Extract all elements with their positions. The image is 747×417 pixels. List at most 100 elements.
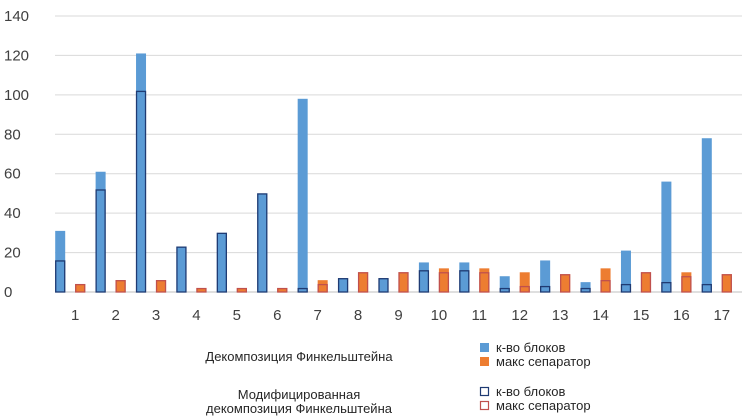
bar-separator-modified [196,287,207,293]
bar-separator-modified [438,272,450,293]
bar-separator-modified [357,272,369,293]
bar-blocks-finkelstein [338,278,349,292]
bar-separator-finkelstein [398,272,409,292]
bar-separator-modified [317,283,328,293]
x-tick-label: 11 [472,307,488,324]
legend-entry-label: к-во блоков [496,340,566,355]
bar-separator-finkelstein [156,280,167,292]
x-tick-label: 9 [394,307,402,324]
bars [55,53,732,293]
legend-entry-label: макс сепаратор [496,354,591,369]
bar-separator-finkelstein [438,268,449,292]
bar-separator-finkelstein [196,288,207,292]
x-tick-label: 2 [111,307,119,324]
x-tick-label: 17 [713,307,730,324]
bar-blocks-modified [661,281,672,293]
x-tick-label: 8 [354,307,362,324]
bar-blocks-finkelstein [701,138,712,292]
gridlines [55,15,742,293]
bar-blocks-finkelstein [136,53,147,293]
bar-blocks-finkelstein [661,181,672,292]
bar-blocks-finkelstein [459,262,470,292]
bar-blocks-modified [418,270,430,293]
bar-blocks-finkelstein [257,193,268,292]
y-axis-tick-labels: 0 20 40 60 80 100 120 140 [4,8,29,301]
y-tick-label: 80 [4,126,21,143]
bar-blocks-finkelstein [499,276,510,292]
bar-separator-finkelstein [479,268,490,292]
x-tick-label: 14 [592,307,609,324]
bar-blocks-finkelstein [580,282,591,292]
bar-blocks-finkelstein [216,232,227,292]
bar-blocks-modified [297,287,308,293]
legend-swatch-separator [480,357,489,366]
bar-blocks-finkelstein [378,278,389,292]
bar-separator-modified [681,276,692,293]
y-tick-label: 20 [4,245,21,262]
bar-separator-finkelstein [640,272,651,292]
x-axis-tick-labels: 1 2 3 4 5 6 7 8 9 10 11 12 13 14 15 16 17 [71,307,730,324]
bar-blocks-modified [95,189,106,293]
bar-separator-finkelstein [317,280,328,292]
bar-blocks-modified [580,287,591,293]
bar-separator-finkelstein [721,274,732,292]
x-tick-label: 13 [552,307,569,324]
bar-blocks-modified [499,287,510,293]
x-tick-label: 4 [192,307,200,324]
bar-blocks-finkelstein [620,250,631,292]
x-tick-label: 5 [233,307,241,324]
bar-separator-finkelstein [236,288,247,292]
bar-separator-finkelstein [681,272,692,292]
bar-separator-finkelstein [75,284,86,292]
bar-separator-modified [236,287,248,293]
y-tick-label: 120 [4,47,29,64]
bar-separator-finkelstein [560,274,571,292]
bar-blocks-modified [135,90,147,293]
bar-blocks-finkelstein [540,260,551,292]
x-tick-label: 1 [71,307,79,324]
y-tick-label: 60 [4,166,21,183]
bar-separator-modified [398,272,409,293]
x-tick-label: 15 [633,307,650,324]
bar-separator-finkelstein [277,288,288,292]
legend-swatch-blocks [480,343,489,352]
bar-separator-modified [721,274,732,293]
legend-group-label: Модифицированная [238,387,361,402]
bar-blocks-modified [620,283,632,293]
legend-entry-label: к-во блоков [496,384,566,399]
bar-separator-modified [115,280,126,293]
bar-separator-modified [519,285,530,293]
x-tick-label: 16 [673,307,690,324]
bar-blocks-modified [216,232,228,293]
x-tick-label: 6 [273,307,281,324]
legend-group-label: декомпозиция Финкельштейна [206,401,393,416]
bar-separator-modified [640,272,652,293]
bar-separator-modified [277,287,288,293]
y-tick-label: 140 [4,8,29,25]
legend-group-label: Декомпозиция Финкельштейна [205,349,393,364]
bar-blocks-finkelstein [418,262,429,292]
bar-blocks-modified [55,260,66,293]
bar-blocks-modified [459,270,470,293]
bar-separator-finkelstein [358,272,369,292]
x-tick-label: 7 [314,307,322,324]
bar-blocks-modified [337,278,349,293]
bar-separator-modified [559,274,571,293]
bar-separator-modified [479,272,490,293]
bar-blocks-finkelstein [176,246,187,292]
y-tick-label: 0 [4,284,12,301]
bar-blocks-modified [378,278,389,293]
x-tick-label: 3 [152,307,160,324]
x-tick-label: 12 [511,307,528,324]
bar-blocks-modified [257,193,268,293]
bar-separator-modified [155,280,167,293]
bar-blocks-modified [701,283,712,293]
bar-separator-modified [75,283,86,293]
legend-entry-label: макс сепаратор [496,398,591,413]
bar-blocks-finkelstein [95,171,106,292]
legend: Декомпозиция Финкельштейна Модифицированн… [205,340,590,416]
y-tick-label: 100 [4,87,29,104]
bar-blocks-finkelstein [297,98,308,292]
bar-blocks-modified [539,285,551,293]
